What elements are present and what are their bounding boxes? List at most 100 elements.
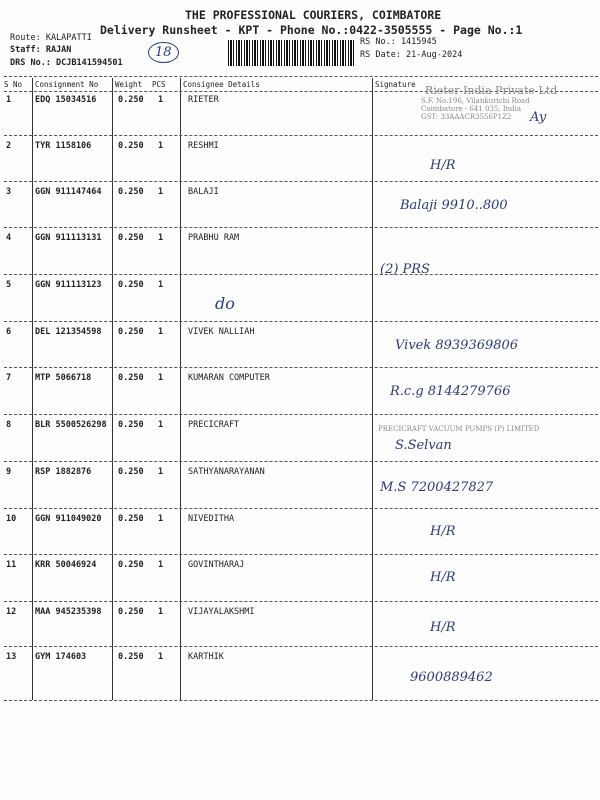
consignment-no-cell: RSP 1882876 bbox=[35, 467, 92, 477]
pcs-cell: 1 bbox=[158, 327, 164, 337]
row-divider bbox=[4, 461, 598, 462]
table-row: 2 TYR 1158106 0.250 1 RESHMI bbox=[0, 141, 600, 187]
row-divider bbox=[4, 274, 598, 275]
signature: Vivek 8939369806 bbox=[395, 338, 519, 353]
pcs-cell: 1 bbox=[158, 233, 164, 243]
sno-cell: 7 bbox=[6, 373, 12, 383]
weight-cell: 0.250 bbox=[118, 280, 144, 290]
signature: S.Selvan bbox=[395, 438, 452, 453]
consignee-cell: BALAJI bbox=[188, 187, 219, 197]
consignment-no-cell: MAA 945235398 bbox=[35, 607, 102, 617]
table-row: 10 GGN 911049020 0.250 1 NIVEDITHA bbox=[0, 514, 600, 560]
circled-note: 18 bbox=[148, 42, 179, 63]
barcode bbox=[228, 40, 354, 66]
stamp-line: Coimbatore - 641 035, India bbox=[421, 105, 521, 113]
row-divider bbox=[4, 321, 598, 322]
row-divider bbox=[4, 135, 598, 136]
signature: H/R bbox=[430, 524, 456, 539]
signature: M.S 7200427827 bbox=[380, 480, 494, 495]
precicraft-stamp: PRECICRAFT VACUUM PUMPS (P) LIMITED bbox=[378, 425, 540, 433]
consignment-no-cell: TYR 1158106 bbox=[35, 141, 92, 151]
weight-cell: 0.250 bbox=[118, 560, 144, 570]
sno-cell: 5 bbox=[6, 280, 12, 290]
weight-cell: 0.250 bbox=[118, 373, 144, 383]
row-divider bbox=[4, 554, 598, 555]
table-row: 1 EDQ 15034516 0.250 1 RIETER bbox=[0, 95, 600, 141]
sno-cell: 11 bbox=[6, 560, 17, 570]
table-row: 8 BLR 5500526298 0.250 1 PRECICRAFT bbox=[0, 420, 600, 466]
col-weight: Weight bbox=[115, 80, 143, 89]
pcs-cell: 1 bbox=[158, 141, 164, 151]
consignee-cell: PRECICRAFT bbox=[188, 420, 240, 430]
runsheet-subtitle: Delivery Runsheet - KPT - Phone No.:0422… bbox=[100, 23, 523, 37]
drs-number: DRS No.: DCJB141594501 bbox=[10, 58, 123, 68]
signature: Balaji 9910..800 bbox=[400, 198, 508, 213]
pcs-cell: 1 bbox=[158, 514, 164, 524]
consignment-no-cell: GGN 911113123 bbox=[35, 280, 102, 290]
consignee-cell: RIETER bbox=[188, 95, 219, 105]
pcs-cell: 1 bbox=[158, 560, 164, 570]
pcs-cell: 1 bbox=[158, 280, 164, 290]
rs-date: RS Date: 21-Aug-2024 bbox=[360, 50, 463, 60]
weight-cell: 0.250 bbox=[118, 327, 144, 337]
consignee-cell: NIVEDITHA bbox=[188, 514, 235, 524]
weight-cell: 0.250 bbox=[118, 467, 144, 477]
sno-cell: 6 bbox=[6, 327, 12, 337]
signature: R.c.g 8144279766 bbox=[390, 384, 511, 399]
table-row: 7 MTP 5066718 0.250 1 KUMARAN COMPUTER bbox=[0, 373, 600, 419]
col-consignee: Consignee Details bbox=[183, 80, 260, 89]
consignment-no-cell: GYM 174603 bbox=[35, 652, 87, 662]
consignment-no-cell: GGN 911049020 bbox=[35, 514, 102, 524]
table-row: 13 GYM 174603 0.250 1 KARTHIK bbox=[0, 652, 600, 698]
row-divider bbox=[4, 414, 598, 415]
weight-cell: 0.250 bbox=[118, 233, 144, 243]
table-row: 5 GGN 911113123 0.250 1 do bbox=[0, 280, 600, 326]
row-divider bbox=[4, 700, 598, 701]
consignee-cell: GOVINTHARAJ bbox=[188, 560, 245, 570]
sno-cell: 13 bbox=[6, 652, 17, 662]
weight-cell: 0.250 bbox=[118, 607, 144, 617]
col-pcs: PCS bbox=[152, 80, 166, 89]
pcs-cell: 1 bbox=[158, 420, 164, 430]
staff: Staff: RAJAN bbox=[10, 45, 72, 55]
sno-cell: 1 bbox=[6, 95, 12, 105]
signature: H/R bbox=[430, 570, 456, 585]
divider bbox=[4, 76, 598, 77]
stamp-line: Rieter India Private Ltd bbox=[425, 84, 558, 97]
route: Route: KALAPATTI bbox=[10, 33, 92, 43]
column-divider bbox=[112, 78, 113, 700]
signature: H/R bbox=[430, 158, 456, 173]
weight-cell: 0.250 bbox=[118, 95, 144, 105]
column-divider bbox=[372, 78, 373, 700]
divider bbox=[4, 91, 598, 92]
table-row: 12 MAA 945235398 0.250 1 VIJAYALAKSHMI bbox=[0, 607, 600, 653]
row-divider bbox=[4, 227, 598, 228]
consignee-cell: KUMARAN COMPUTER bbox=[188, 373, 270, 383]
table-row: 3 GGN 911147464 0.250 1 BALAJI bbox=[0, 187, 600, 233]
pcs-cell: 1 bbox=[158, 187, 164, 197]
col-signature: Signature bbox=[375, 80, 416, 89]
signature: Ay bbox=[530, 110, 547, 125]
pcs-cell: 1 bbox=[158, 607, 164, 617]
row-divider bbox=[4, 646, 598, 647]
row-divider bbox=[4, 367, 598, 368]
rs-number: RS No.: 1415945 bbox=[360, 37, 437, 47]
company-stamp: Rieter India Private Ltd S.F. No.196, Vi… bbox=[395, 84, 557, 121]
stamp-line: S.F. No.196, Vilankurichi Road bbox=[421, 97, 530, 105]
sno-cell: 10 bbox=[6, 514, 17, 524]
sno-cell: 2 bbox=[6, 141, 12, 151]
consignee-cell: PRABHU RAM bbox=[188, 233, 240, 243]
sno-cell: 3 bbox=[6, 187, 12, 197]
pcs-cell: 1 bbox=[158, 467, 164, 477]
table-row: 9 RSP 1882876 0.250 1 SATHYANARAYANAN bbox=[0, 467, 600, 513]
row-divider bbox=[4, 601, 598, 602]
consignee-cell: VIJAYALAKSHMI bbox=[188, 607, 255, 617]
row-divider bbox=[4, 508, 598, 509]
consignment-no-cell: DEL 121354598 bbox=[35, 327, 102, 337]
weight-cell: 0.250 bbox=[118, 652, 144, 662]
weight-cell: 0.250 bbox=[118, 187, 144, 197]
weight-cell: 0.250 bbox=[118, 420, 144, 430]
company-title: THE PROFESSIONAL COURIERS, COIMBATORE bbox=[185, 8, 442, 22]
consignment-no-cell: GGN 911147464 bbox=[35, 187, 102, 197]
